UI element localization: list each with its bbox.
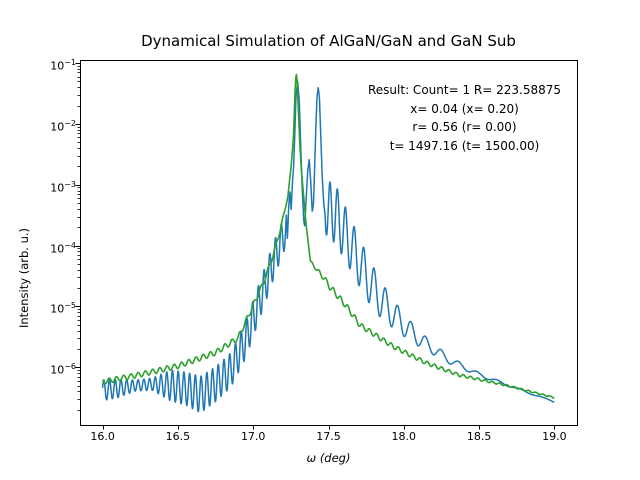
x-tick-label: 17.5 — [316, 430, 341, 443]
annotation-line-x: x= 0.04 (x= 0.20) — [410, 101, 519, 116]
x-tick-label: 18.5 — [466, 430, 492, 443]
x-tick-label: 19.0 — [542, 430, 567, 443]
x-tick-label: 16.0 — [90, 430, 115, 443]
result-annotation: Result: Count= 1 R= 223.58875 x= 0.04 (x… — [352, 81, 577, 155]
annotation-line-result: Result: Count= 1 R= 223.58875 — [368, 83, 561, 97]
x-tick-label: 16.5 — [165, 430, 191, 443]
x-tick-label: 18.0 — [391, 430, 417, 443]
x-tick-label: 17.0 — [240, 430, 266, 443]
annotation-line-r: r= 0.56 (r= 0.00) — [412, 120, 517, 134]
y-tick-label: 10−1 — [50, 58, 76, 73]
curve-simulation-smooth — [101, 73, 555, 399]
y-tick-label: 10−5 — [50, 301, 76, 317]
y-tick-label: 10−3 — [50, 179, 76, 195]
annotation-line-t: t= 1497.16 (t= 1500.00) — [389, 138, 540, 153]
x-axis-label: ω (deg) — [306, 451, 351, 465]
y-tick-label: 10−2 — [50, 118, 76, 134]
y-tick-label: 10−6 — [50, 362, 76, 377]
chart-title: Dynamical Simulation of AlGaN/GaN and Ga… — [141, 32, 516, 50]
curve-measured-oscillatory — [101, 80, 555, 413]
y-tick-label: 10−4 — [50, 240, 76, 256]
